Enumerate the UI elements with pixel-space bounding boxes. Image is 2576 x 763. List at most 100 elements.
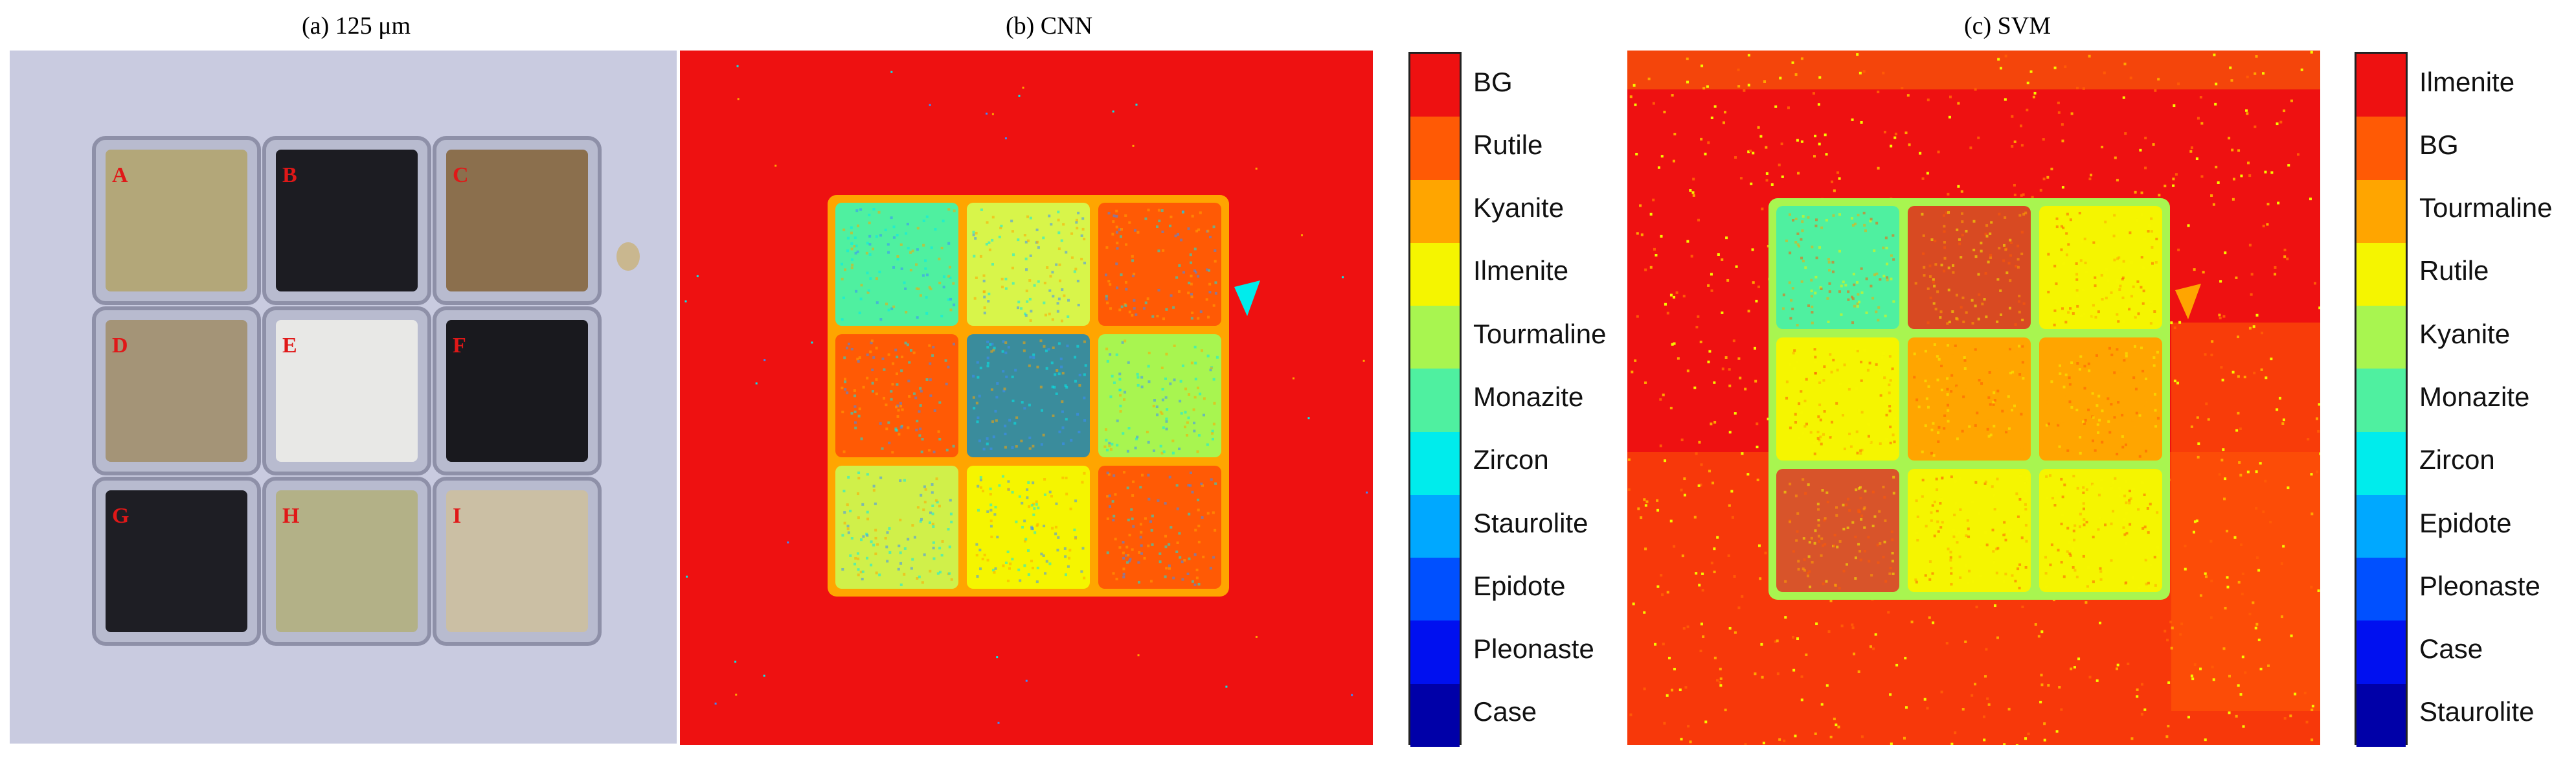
cell-speckle: [1026, 239, 1030, 242]
cell-speckle: [1127, 427, 1131, 430]
cell-speckle: [1164, 575, 1167, 578]
cell-speckle: [1164, 502, 1167, 505]
cell-speckle: [2121, 413, 2124, 416]
cell-speckle: [2053, 264, 2057, 268]
cell-speckle: [1820, 554, 1823, 557]
cell-speckle: [1999, 289, 2002, 292]
cell-speckle: [1932, 443, 1936, 446]
cell-speckle: [1798, 436, 1801, 439]
background-speckle: [2177, 82, 2180, 85]
background-speckle: [2248, 613, 2252, 616]
background-speckle: [1872, 647, 1875, 650]
cell-speckle: [846, 236, 850, 240]
cell-speckle: [1075, 221, 1078, 224]
background-speckle: [2172, 184, 2175, 187]
cell-speckle: [1043, 281, 1046, 284]
cell-speckle: [2123, 518, 2126, 521]
cell-speckle: [1988, 381, 1991, 385]
cell-speckle: [1956, 385, 1959, 389]
cell-speckle: [853, 394, 857, 398]
cell-speckle: [904, 287, 907, 290]
cell-speckle: [1826, 501, 1829, 504]
cell-speckle: [1947, 288, 1950, 291]
background-speckle: [2300, 68, 2303, 71]
cell-speckle: [1805, 378, 1808, 381]
cell-speckle: [1073, 529, 1076, 532]
cell-speckle: [2087, 408, 2090, 411]
cell-speckle: [900, 424, 903, 427]
cell-speckle: [1939, 316, 1942, 319]
cell-speckle: [2058, 445, 2061, 448]
cell-speckle: [1826, 297, 1829, 300]
cell-speckle: [856, 552, 859, 555]
cell-speckle: [1169, 215, 1173, 218]
cell-speckle: [1856, 350, 1859, 353]
background-speckle: [2228, 711, 2231, 714]
cell-speckle: [1854, 556, 1857, 560]
cell-speckle: [992, 569, 995, 572]
cell-speckle: [1976, 411, 1979, 415]
cell-speckle: [1947, 547, 1950, 551]
legend-swatch: [2356, 683, 2406, 747]
cell-speckle: [974, 237, 977, 240]
background-speckle: [2116, 663, 2119, 666]
cell-speckle: [2009, 241, 2013, 244]
cell-speckle: [1915, 398, 1919, 402]
background-speckle: [1728, 431, 1732, 434]
background-speckle: [1919, 152, 1922, 155]
cell-speckle: [842, 228, 846, 231]
background-speckle: [2224, 251, 2227, 255]
cell-speckle: [1037, 280, 1040, 283]
cell-speckle: [1807, 555, 1811, 558]
cell-speckle: [843, 356, 846, 359]
background-speckle: [2231, 198, 2235, 201]
background-speckle: [1735, 265, 1738, 268]
cell-speckle: [1943, 402, 1946, 405]
cell-speckle: [1162, 317, 1166, 321]
cell-speckle: [870, 564, 873, 567]
cell-speckle: [1181, 560, 1184, 564]
cell-speckle: [1888, 391, 1891, 394]
cell-speckle: [1054, 525, 1057, 529]
cell-speckle: [1045, 367, 1048, 370]
cell-speckle: [1193, 269, 1197, 272]
cell-speckle: [1960, 306, 1963, 309]
cell-speckle: [1127, 361, 1130, 364]
cell-speckle: [925, 378, 929, 381]
background-speckle: [1666, 694, 1669, 697]
cell-speckle: [1157, 249, 1160, 253]
cell-speckle: [1105, 438, 1108, 442]
cell-speckle: [2156, 442, 2160, 445]
background-speckle: [2024, 737, 2028, 740]
cell-speckle: [1114, 538, 1117, 541]
background-speckle: [1647, 77, 1651, 80]
cell-speckle: [858, 356, 861, 359]
sample-cell: [835, 466, 958, 589]
cell-speckle: [877, 211, 881, 214]
cell-speckle: [1940, 365, 1943, 368]
cell-speckle: [1020, 439, 1023, 442]
cell-speckle: [929, 511, 932, 514]
cell-speckle: [2047, 422, 2050, 426]
cell-speckle: [929, 362, 932, 365]
background-speckle: [1634, 359, 1637, 362]
cell-speckle: [1178, 532, 1181, 535]
background-speckle: [2096, 679, 2099, 682]
background-speckle: [2237, 375, 2240, 378]
cell-speckle: [2110, 522, 2113, 525]
cell-speckle: [1210, 478, 1213, 481]
background-speckle: [2318, 403, 2320, 406]
background-speckle: [1763, 80, 1767, 84]
cell-speckle: [1035, 580, 1039, 584]
cell-speckle: [854, 426, 857, 429]
cell-speckle: [1056, 549, 1059, 552]
cell-speckle: [1149, 580, 1153, 583]
cell-speckle: [2112, 510, 2115, 513]
cell-speckle: [2144, 377, 2147, 380]
cell-speckle: [2001, 409, 2004, 413]
cell-speckle: [2066, 212, 2069, 216]
background-speckle: [1691, 191, 1695, 194]
background-speckle: [1831, 180, 1834, 183]
cell-speckle: [988, 248, 991, 251]
cell-speckle: [1875, 310, 1878, 313]
